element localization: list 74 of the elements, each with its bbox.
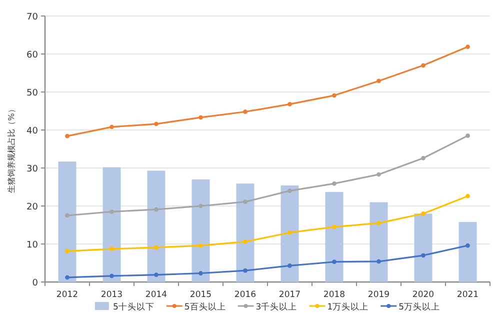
point <box>110 124 114 130</box>
x-tick-label: 2012 <box>56 290 78 300</box>
y-tick-label: 30 <box>26 164 38 174</box>
point <box>332 181 336 186</box>
bar <box>236 184 254 282</box>
point <box>198 115 203 120</box>
point <box>198 243 203 248</box>
y-tick-label: 60 <box>26 50 38 60</box>
point <box>376 259 381 264</box>
x-tick-label: 2019 <box>368 290 390 300</box>
x-tick-label: 2015 <box>190 290 212 300</box>
point <box>332 93 336 98</box>
point <box>288 102 292 106</box>
x-tick-label: 2017 <box>278 290 301 300</box>
point <box>421 253 426 258</box>
point <box>376 78 381 84</box>
point <box>421 63 426 68</box>
bar <box>147 170 166 282</box>
x-tick-label: 2016 <box>234 290 256 300</box>
bar <box>325 192 344 282</box>
legend-label: 5十头以下 <box>112 302 154 312</box>
y-axis-title: 生猪饲养规模占比（%） <box>7 105 16 193</box>
point <box>154 272 158 277</box>
point <box>154 122 158 126</box>
point <box>243 200 248 204</box>
point <box>65 249 70 254</box>
point <box>198 204 203 208</box>
point <box>65 134 70 138</box>
bar <box>370 202 388 282</box>
point <box>376 172 381 177</box>
point <box>154 207 158 212</box>
y-tick-label: 50 <box>26 88 38 98</box>
point <box>376 220 381 226</box>
point <box>421 211 426 216</box>
bar <box>414 214 432 282</box>
y-tick-label: 10 <box>26 240 38 250</box>
point <box>288 263 292 268</box>
point <box>332 224 336 230</box>
point <box>466 194 470 198</box>
point <box>154 245 158 250</box>
bar <box>58 162 76 282</box>
point <box>421 156 426 160</box>
legend-label: 1万头以上 <box>327 302 369 312</box>
point <box>288 230 292 235</box>
point <box>466 44 470 49</box>
bar <box>102 167 121 282</box>
point <box>243 240 248 244</box>
point <box>198 271 203 276</box>
legend-label: 5万头以上 <box>398 302 440 312</box>
point <box>110 210 114 214</box>
legend-label: 3千头以上 <box>256 302 298 312</box>
x-tick-label: 2021 <box>456 290 479 300</box>
bar <box>458 222 477 282</box>
point <box>466 134 470 138</box>
bar <box>280 185 299 282</box>
point <box>466 243 470 248</box>
y-tick-label: 0 <box>32 278 38 288</box>
point <box>110 246 114 252</box>
point <box>243 110 248 114</box>
legend-label: 5百头以上 <box>184 302 226 312</box>
point <box>110 274 114 278</box>
point <box>288 188 292 193</box>
x-tick-label: 2013 <box>100 290 123 300</box>
point <box>65 213 70 218</box>
y-tick-label: 40 <box>26 126 38 136</box>
y-tick-label: 20 <box>26 202 38 212</box>
point <box>65 275 70 280</box>
x-tick-label: 2014 <box>145 290 168 300</box>
bar <box>192 179 210 282</box>
x-tick-label: 2020 <box>412 290 434 300</box>
point <box>332 260 336 264</box>
x-tick-label: 2018 <box>323 290 346 300</box>
point <box>243 268 248 273</box>
y-tick-label: 70 <box>26 12 38 22</box>
